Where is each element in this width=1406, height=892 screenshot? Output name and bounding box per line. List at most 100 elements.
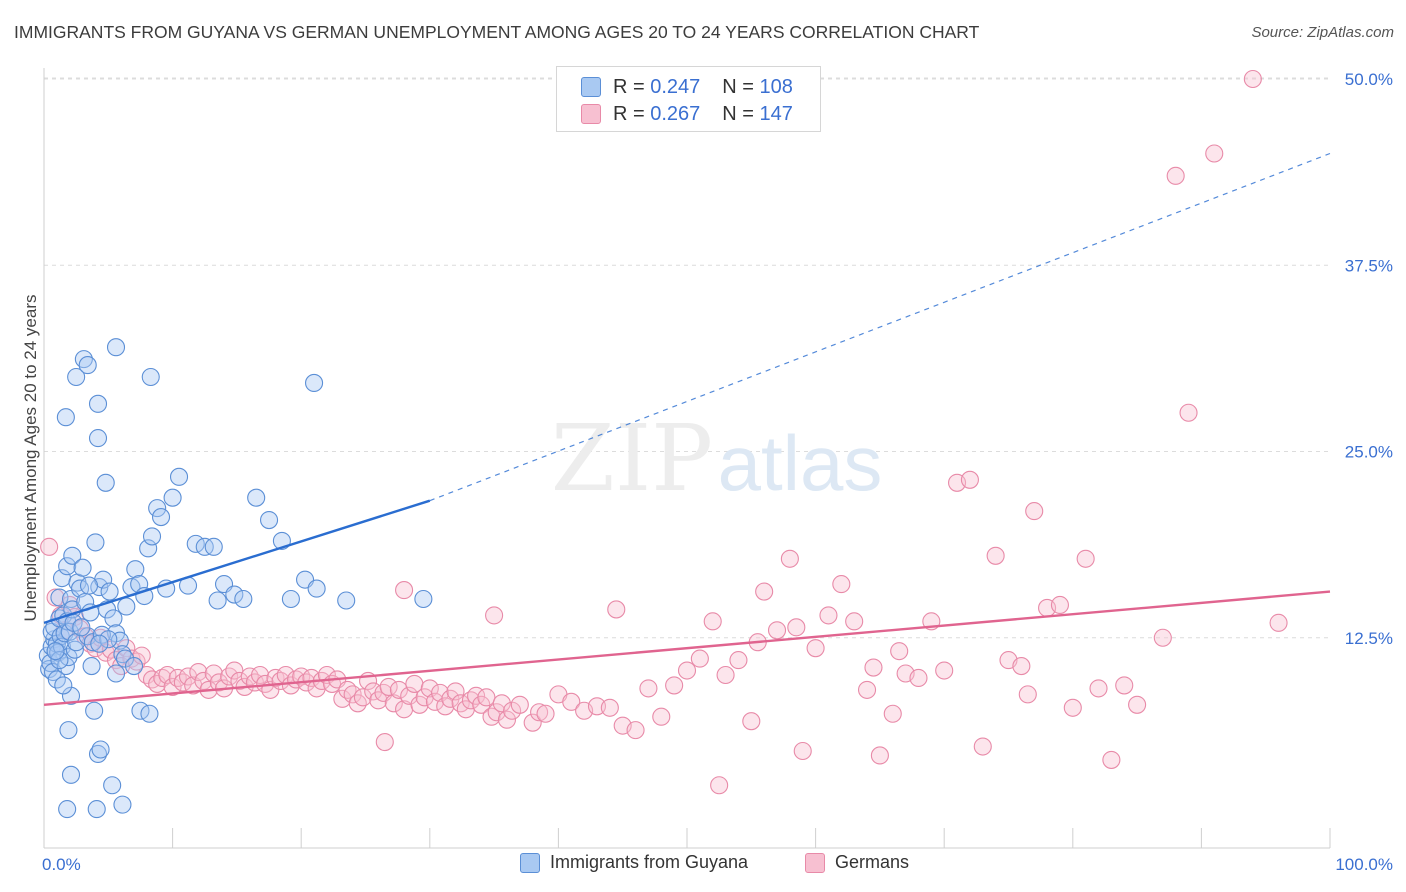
germans-point: [225, 661, 244, 680]
guyana-point: [99, 630, 118, 649]
germans-point: [510, 695, 529, 714]
guyana-point: [85, 701, 104, 720]
germans-point: [806, 639, 825, 658]
germans-point: [194, 671, 213, 691]
guyana-point: [59, 721, 78, 740]
germans-point: [431, 683, 450, 702]
guyana-point: [117, 597, 136, 616]
guyana-point: [82, 657, 101, 676]
germans-point: [600, 698, 619, 717]
germans-point: [729, 651, 748, 670]
germans-point: [883, 704, 902, 723]
guyana-trend-extension: [429, 152, 1331, 502]
legend-r-value-guyana: 0.247: [650, 75, 701, 98]
germans-point: [562, 692, 581, 711]
germans-point: [607, 600, 626, 619]
guyana-point: [140, 704, 159, 723]
guyana-point: [139, 539, 158, 558]
chart-title: IMMIGRANTS FROM GUYANA VS GERMAN UNEMPLO…: [14, 22, 980, 42]
y-tick-label: 50.0%: [1345, 70, 1393, 89]
germans-point: [1012, 657, 1031, 676]
guyana-point: [148, 499, 167, 518]
guyana-point: [115, 649, 135, 668]
guyana-point: [50, 588, 69, 607]
guyana-point: [50, 651, 69, 670]
germans-point: [353, 688, 372, 707]
germans-point: [536, 704, 555, 723]
germans-point: [755, 582, 774, 601]
x-tick-labels: 0.0% 100.0%: [42, 855, 1393, 874]
germans-point: [909, 668, 928, 688]
germans-point: [451, 694, 470, 713]
guyana-point: [281, 589, 300, 609]
guyana-point: [204, 537, 223, 556]
germans-point: [767, 621, 787, 640]
germans-point: [787, 618, 806, 637]
germans-point: [639, 679, 658, 698]
guyana-point: [106, 664, 126, 683]
germans-point: [1166, 166, 1185, 185]
legend-row-guyana: R = 0.247 N = 108: [581, 75, 793, 99]
legend-swatch-guyana: [581, 77, 601, 97]
legend-n-label: N =: [722, 102, 754, 125]
guyana-point: [61, 686, 81, 705]
germans-point: [665, 676, 684, 695]
guyana-point: [103, 776, 122, 795]
guyana-point: [305, 373, 324, 393]
germans-point: [677, 661, 697, 680]
germans-point: [492, 694, 511, 713]
bottom-legend-guyana: Immigrants from Guyana: [520, 852, 748, 873]
guyana-point: [65, 640, 84, 659]
germans-point: [1269, 613, 1288, 632]
germans-point: [230, 671, 249, 691]
germans-point: [400, 686, 419, 705]
germans-point: [1076, 549, 1095, 568]
guyana-point: [110, 631, 129, 650]
germans-point: [1179, 403, 1198, 422]
germans-point: [626, 721, 645, 740]
germans-point: [379, 677, 398, 696]
germans-point: [935, 661, 954, 680]
germans-point: [158, 665, 177, 685]
legend-n-value-germans: 147: [759, 102, 793, 125]
guyana-point: [104, 609, 123, 628]
watermark: ZIP atlas: [551, 405, 882, 512]
bottom-legend-label-germans: Germans: [835, 852, 910, 872]
germans-point: [384, 694, 403, 713]
germans-point: [46, 588, 65, 607]
guyana-point: [169, 467, 189, 486]
y-tick-labels: 12.5% 25.0% 37.5% 50.0%: [1345, 70, 1393, 648]
source-label: Source: ZipAtlas.com: [1251, 24, 1394, 41]
legend-row-germans: R = 0.267 N = 147: [581, 102, 793, 126]
germans-point: [890, 642, 909, 661]
guyana-point: [54, 676, 73, 695]
watermark-atlas: atlas: [718, 419, 883, 507]
germans-point: [148, 674, 167, 693]
guyana-point: [87, 800, 106, 819]
germans-point: [1128, 695, 1147, 714]
guyana-point: [126, 560, 145, 579]
germans-point: [40, 537, 59, 556]
guyana-point: [78, 356, 97, 375]
y-tick-label: 25.0%: [1345, 443, 1393, 462]
germans-point: [425, 692, 444, 711]
guyana-point: [142, 527, 162, 546]
guyana-point: [88, 429, 108, 448]
germans-point: [266, 668, 285, 688]
germans-point: [1025, 502, 1044, 521]
germans-point: [530, 703, 549, 722]
guyana-point: [234, 589, 253, 609]
germans-point: [281, 676, 300, 695]
germans-point: [204, 664, 223, 683]
legend-swatch-germans: [581, 104, 601, 124]
guyana-point: [61, 765, 81, 784]
germans-point: [173, 673, 192, 692]
bottom-legend-label-guyana: Immigrants from Guyana: [550, 852, 749, 872]
guyana-point: [124, 657, 144, 676]
germans-point: [250, 665, 270, 685]
guyana-point: [58, 557, 77, 576]
bottom-legend-swatch-germans: [805, 852, 825, 873]
guyana-point: [163, 488, 182, 507]
bottom-legend-germans: Germans: [805, 852, 909, 873]
